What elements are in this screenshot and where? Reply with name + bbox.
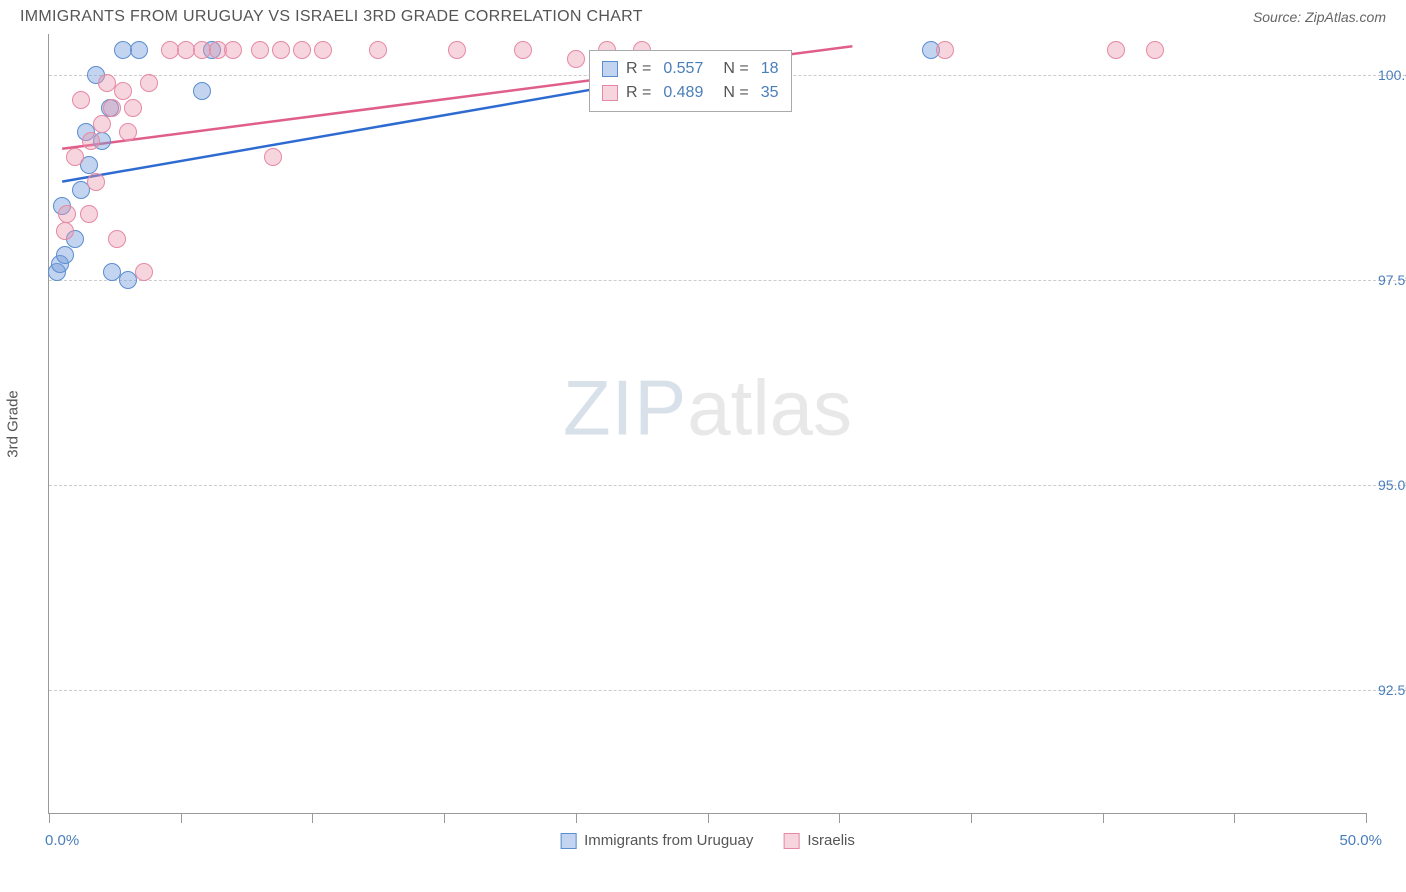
data-point-israelis [224,41,242,59]
r-value: 0.557 [663,57,703,81]
chart-header: IMMIGRANTS FROM URUGUAY VS ISRAELI 3RD G… [0,0,1406,30]
chart-area: 3rd Grade ZIPatlas 0.0% 50.0% R =0.557N … [48,34,1366,814]
bottom-legend-item-uruguay: Immigrants from Uruguay [560,832,753,849]
data-point-uruguay [56,246,74,264]
data-point-israelis [103,99,121,117]
data-point-israelis [140,74,158,92]
n-value: 35 [761,81,779,105]
data-point-uruguay [114,41,132,59]
legend-swatch-icon [783,833,799,849]
data-point-israelis [135,263,153,281]
gridline [49,485,1406,486]
chart-title: IMMIGRANTS FROM URUGUAY VS ISRAELI 3RD G… [20,8,643,26]
data-point-israelis [567,50,585,68]
legend-row-uruguay: R = 0.557 N = 18 [602,57,779,81]
data-point-israelis [448,41,466,59]
data-point-israelis [114,82,132,100]
gridline [49,280,1406,281]
data-point-israelis [369,41,387,59]
x-tick [1366,813,1367,823]
trend-lines-svg [49,34,1366,813]
series-name: Israelis [807,832,855,849]
legend-row-israelis: R = 0.489 N = 35 [602,81,779,105]
series-name: Immigrants from Uruguay [584,832,753,849]
data-point-israelis [56,222,74,240]
y-tick-label: 95.0% [1378,477,1406,493]
data-point-uruguay [130,41,148,59]
data-point-israelis [293,41,311,59]
x-tick [49,813,50,823]
data-point-israelis [1107,41,1125,59]
r-value: 0.489 [663,81,703,105]
data-point-uruguay [193,82,211,100]
x-axis-min-label: 0.0% [45,832,79,849]
x-tick [839,813,840,823]
data-point-israelis [108,230,126,248]
x-tick [1234,813,1235,823]
legend-swatch-icon [602,61,618,77]
x-tick [444,813,445,823]
n-label: N = [723,81,748,105]
x-tick [312,813,313,823]
legend-swatch-icon [602,85,618,101]
x-tick [181,813,182,823]
data-point-israelis [264,148,282,166]
n-label: N = [723,57,748,81]
data-point-israelis [66,148,84,166]
gridline [49,690,1406,691]
data-point-israelis [87,173,105,191]
data-point-israelis [72,91,90,109]
x-tick [971,813,972,823]
data-point-israelis [124,99,142,117]
data-point-israelis [514,41,532,59]
source-label: Source: [1253,9,1301,25]
x-tick [576,813,577,823]
legend-swatch-icon [560,833,576,849]
y-tick-label: 97.5% [1378,272,1406,288]
bottom-legend-item-israelis: Israelis [783,832,855,849]
data-point-israelis [82,132,100,150]
y-tick-label: 100.0% [1378,67,1406,83]
data-point-israelis [272,41,290,59]
plot-area: ZIPatlas [49,34,1366,813]
source-name: ZipAtlas.com [1305,9,1386,25]
source-attribution: Source: ZipAtlas.com [1253,9,1386,25]
series-legend: Immigrants from Uruguay Israelis [560,832,855,849]
data-point-israelis [314,41,332,59]
x-axis-max-label: 50.0% [1339,832,1382,849]
data-point-israelis [80,205,98,223]
y-axis-title: 3rd Grade [5,390,22,458]
data-point-israelis [58,205,76,223]
data-point-israelis [1146,41,1164,59]
data-point-israelis [936,41,954,59]
r-label: R = [626,81,651,105]
data-point-israelis [98,74,116,92]
stats-legend-box: R = 0.557 N = 18 R = 0.489 N = 35 [589,50,792,112]
data-point-israelis [251,41,269,59]
y-tick-label: 92.5% [1378,682,1406,698]
r-label: R = [626,57,651,81]
x-tick [1103,813,1104,823]
x-tick [708,813,709,823]
n-value: 18 [761,57,779,81]
data-point-israelis [93,115,111,133]
trend-line-uruguay [62,83,628,181]
data-point-israelis [119,123,137,141]
